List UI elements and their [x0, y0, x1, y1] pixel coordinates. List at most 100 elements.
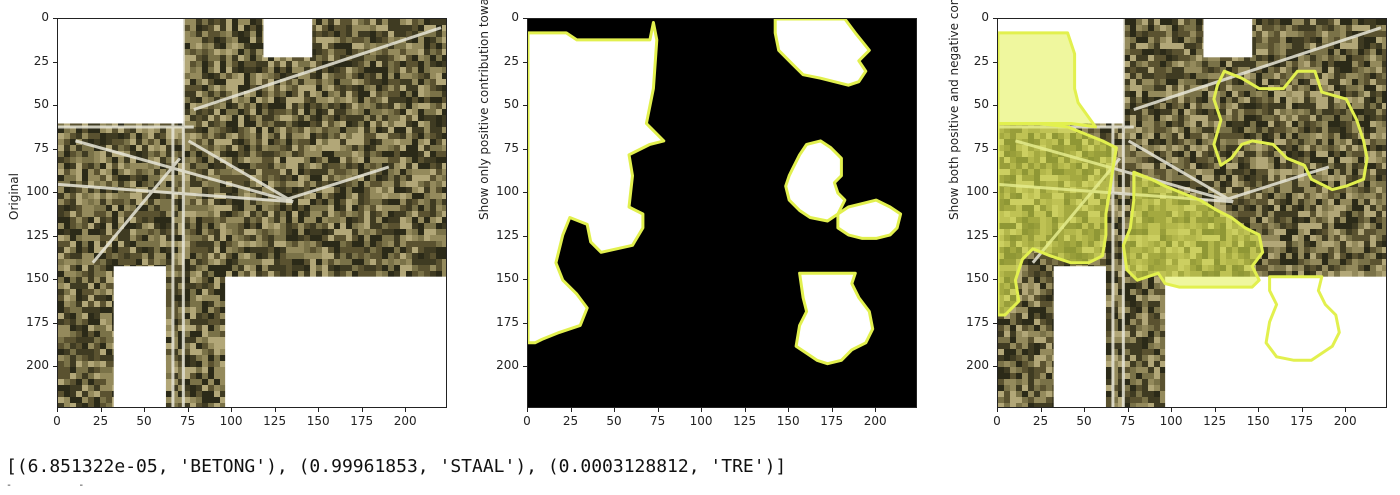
x-tick-mark [1040, 408, 1042, 412]
y-tick-mark [523, 322, 527, 324]
x-tick-mark [1084, 408, 1086, 412]
x-tick-mark [527, 408, 528, 412]
contribution-region [1121, 170, 1265, 289]
y-tick-label: 150 [26, 271, 49, 286]
y-tick-label: 100 [26, 184, 49, 199]
x-tick-label: 150 [306, 414, 330, 428]
y-tick-label: 100 [966, 184, 989, 199]
x-tick-label: 200 [393, 414, 417, 428]
contribution-region [1264, 275, 1341, 362]
positive-region [784, 139, 847, 223]
y-tick-label: 100 [496, 184, 519, 199]
lime-explanation-figure: Original 0 25 50 75 100 125 150 175 200 0 25 50 75 100… [7, 0, 1387, 428]
y-tick-mark [53, 279, 57, 281]
x-tick-label: 125 [263, 414, 287, 428]
x-tick-mark [614, 408, 616, 412]
x-tick-label: 175 [350, 414, 374, 428]
y-axis-label: Show both positive and negative contribu… [947, 0, 961, 220]
x-tick-mark [701, 408, 703, 412]
y-tick-label: 150 [496, 271, 519, 286]
x-tick-label: 0 [523, 414, 531, 428]
x-tick-mark [274, 408, 276, 412]
x-tick-label: 0 [993, 414, 1001, 428]
x-tick-label: 75 [649, 414, 666, 428]
x-tick-mark [657, 408, 659, 412]
y-tick-mark [523, 279, 527, 281]
x-tick-mark [1301, 408, 1303, 412]
y-tick-mark [53, 192, 57, 194]
y-tick-label: 50 [503, 97, 519, 112]
positive-region [836, 198, 903, 240]
y-tick-mark [993, 322, 997, 324]
x-tick-label: 0 [53, 414, 61, 428]
x-tick-mark [1127, 408, 1129, 412]
x-tick-label: 25 [92, 414, 109, 428]
x-tick-mark [744, 408, 746, 412]
x-tick-label: 150 [776, 414, 800, 428]
contribution-region [998, 122, 1118, 317]
x-tick-label: 150 [1246, 414, 1270, 428]
x-tick-label: 200 [1333, 414, 1357, 428]
y-tick-label: 125 [966, 227, 989, 242]
y-tick-label: 200 [966, 358, 989, 373]
y-tick-label: 75 [503, 140, 519, 155]
y-tick-label: 200 [496, 358, 519, 373]
x-tick-mark [1171, 408, 1173, 412]
y-tick-mark [993, 105, 997, 107]
y-tick-mark [993, 235, 997, 237]
y-tick-mark [53, 61, 57, 63]
x-tick-mark [100, 408, 102, 412]
x-tick-label: 50 [1076, 414, 1092, 428]
y-tick-mark [53, 366, 57, 368]
y-tick-mark [53, 322, 57, 324]
x-tick-label: 100 [219, 414, 243, 428]
x-tick-mark [57, 408, 58, 412]
x-tick-mark [1258, 408, 1260, 412]
x-tick-label: 100 [689, 414, 713, 428]
x-tick-mark [788, 408, 790, 412]
x-tick-label: 50 [136, 414, 152, 428]
x-tick-label: 125 [733, 414, 757, 428]
y-tick-label: 25 [973, 53, 989, 68]
x-tick-mark [831, 408, 833, 412]
x-tick-mark [187, 408, 189, 412]
positive-superpixels [528, 19, 903, 366]
x-tick-mark [231, 408, 233, 412]
image-axes-positive [527, 18, 917, 408]
y-tick-mark [53, 105, 57, 107]
y-axis-label: Original [7, 173, 21, 220]
y-tick-mark [993, 148, 997, 150]
x-tick-label: 175 [1290, 414, 1314, 428]
output-trailing-marks: - - [6, 480, 85, 491]
masked-superpixels [58, 19, 446, 407]
y-tick-mark [523, 148, 527, 150]
contribution-boundaries [998, 31, 1369, 362]
x-tick-mark [997, 408, 998, 412]
x-tick-mark [361, 408, 363, 412]
y-tick-label: 75 [973, 140, 989, 155]
y-tick-mark [993, 192, 997, 194]
x-tick-mark [318, 408, 320, 412]
y-tick-label: 25 [33, 53, 49, 68]
x-tick-label: 175 [820, 414, 844, 428]
y-tick-label: 175 [966, 314, 989, 329]
y-tick-mark [993, 18, 997, 19]
y-tick-label: 150 [966, 271, 989, 286]
image-canvas-both [998, 19, 1386, 407]
x-tick-mark [570, 408, 572, 412]
x-tick-mark [875, 408, 877, 412]
positive-region [528, 21, 666, 345]
x-tick-label: 125 [1203, 414, 1227, 428]
x-tick-mark [1214, 408, 1216, 412]
y-tick-label: 25 [503, 53, 519, 68]
x-tick-label: 25 [1032, 414, 1049, 428]
x-tick-label: 75 [179, 414, 196, 428]
x-tick-mark [405, 408, 407, 412]
positive-region [794, 271, 875, 366]
y-tick-mark [523, 192, 527, 194]
y-tick-label: 200 [26, 358, 49, 373]
y-tick-label: 0 [981, 10, 989, 24]
y-tick-mark [523, 61, 527, 63]
y-tick-mark [993, 279, 997, 281]
x-tick-label: 100 [1159, 414, 1183, 428]
